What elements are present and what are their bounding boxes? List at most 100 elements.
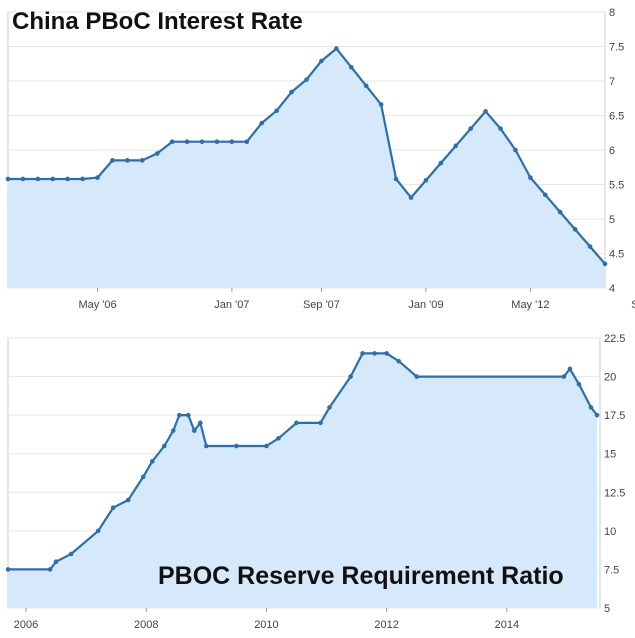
data-point <box>414 374 419 379</box>
y-tick-label: 6 <box>609 145 615 157</box>
y-tick-label: 15 <box>604 449 616 461</box>
data-point <box>229 139 235 145</box>
reserve-ratio-chart: 5 7.5 10 12.5 15 17.5 20 22.5 2006 2008 2010 2012 20… <box>0 330 635 638</box>
data-point <box>149 459 155 464</box>
data-point <box>567 366 573 372</box>
data-point <box>318 420 323 426</box>
x-tick-label: Sep '15 <box>631 299 635 311</box>
data-point <box>154 151 160 156</box>
data-point <box>602 261 608 267</box>
data-point <box>384 351 389 356</box>
data-point <box>244 139 250 145</box>
y-tick-label: 7.5 <box>609 42 624 54</box>
y-tick-label: 5.5 <box>609 180 624 192</box>
x-tick-label: Jan '09 <box>408 299 443 311</box>
x-tick-label: 2006 <box>14 619 38 631</box>
data-point <box>363 83 369 89</box>
data-point <box>68 551 74 557</box>
data-point <box>169 139 175 145</box>
data-point <box>438 160 444 166</box>
y-tick-label: 5 <box>604 603 610 615</box>
data-point <box>110 158 115 163</box>
data-point <box>140 158 145 163</box>
data-point <box>483 109 488 114</box>
data-point <box>408 195 414 200</box>
data-point <box>204 443 209 449</box>
data-point <box>125 158 130 163</box>
x-tick-label: Jan '07 <box>214 299 249 311</box>
data-point <box>276 435 281 441</box>
data-point <box>557 209 563 215</box>
data-point <box>572 227 578 232</box>
data-point <box>348 374 353 379</box>
data-point <box>5 176 11 182</box>
data-point <box>198 420 203 426</box>
data-point <box>498 126 503 131</box>
data-point <box>468 126 473 131</box>
x-tick-label: 2012 <box>374 619 398 631</box>
data-point <box>587 244 593 249</box>
x-tick-label: 2010 <box>254 619 278 631</box>
data-point <box>214 139 220 145</box>
y-tick-label: 12.5 <box>604 487 625 499</box>
y-tick-label: 4.5 <box>609 249 624 261</box>
data-point <box>170 428 176 433</box>
data-point <box>95 528 101 534</box>
series-area <box>8 48 605 288</box>
interest-rate-plot: 4 4.5 5 5.5 6 6.5 7 7.5 8 May '06 Jan '07 Sep '07 Ja… <box>5 7 635 311</box>
data-point <box>423 178 429 183</box>
data-point <box>53 559 59 565</box>
data-point <box>528 175 533 180</box>
data-point <box>199 139 205 145</box>
data-point <box>543 192 548 198</box>
data-point <box>259 120 265 126</box>
data-point <box>192 428 197 433</box>
data-point <box>274 108 279 113</box>
reserve-ratio-plot: 5 7.5 10 12.5 15 17.5 20 22.5 2006 2008 2010 2012 20… <box>5 333 625 631</box>
data-point <box>594 412 600 418</box>
data-point <box>334 46 339 51</box>
interest-rate-chart-title: China PBoC Interest Rate <box>12 8 303 35</box>
reserve-ratio-chart-title: PBOC Reserve Requirement Ratio <box>158 562 564 590</box>
y-tick-label: 6.5 <box>609 111 624 123</box>
x-tick-label: Sep '07 <box>303 299 340 311</box>
data-point <box>47 567 53 572</box>
data-point <box>294 420 299 426</box>
data-point <box>360 351 365 356</box>
y-tick-label: 7.5 <box>604 564 619 576</box>
data-point <box>80 176 85 182</box>
data-point <box>393 176 399 182</box>
data-point <box>35 176 41 182</box>
series-area <box>8 353 597 608</box>
data-point <box>588 405 594 410</box>
data-point <box>95 175 100 180</box>
data-point <box>65 176 70 182</box>
data-point <box>234 443 239 449</box>
data-point <box>20 176 26 182</box>
y-tick-label: 8 <box>609 7 615 19</box>
y-tick-label: 10 <box>604 526 616 538</box>
y-tick-label: 20 <box>604 372 616 384</box>
data-point <box>50 176 56 182</box>
x-tick-label: 2014 <box>495 619 519 631</box>
data-point <box>184 139 190 145</box>
data-point <box>378 102 384 107</box>
y-tick-label: 17.5 <box>604 410 625 422</box>
data-point <box>186 412 191 418</box>
data-point <box>125 497 131 503</box>
data-point <box>176 412 182 418</box>
x-tick-label: 2008 <box>134 619 158 631</box>
y-tick-label: 5 <box>609 214 615 226</box>
data-point <box>348 64 354 70</box>
data-point <box>453 143 459 149</box>
data-point <box>289 89 294 95</box>
data-point <box>319 58 324 64</box>
data-point <box>576 381 582 387</box>
data-point <box>513 147 518 153</box>
data-point <box>561 374 567 379</box>
x-tick-label: May '06 <box>78 299 116 311</box>
y-tick-label: 7 <box>609 76 615 88</box>
data-point <box>110 505 116 511</box>
y-tick-label: 22.5 <box>604 333 625 345</box>
x-tick-label: May '12 <box>511 299 549 311</box>
